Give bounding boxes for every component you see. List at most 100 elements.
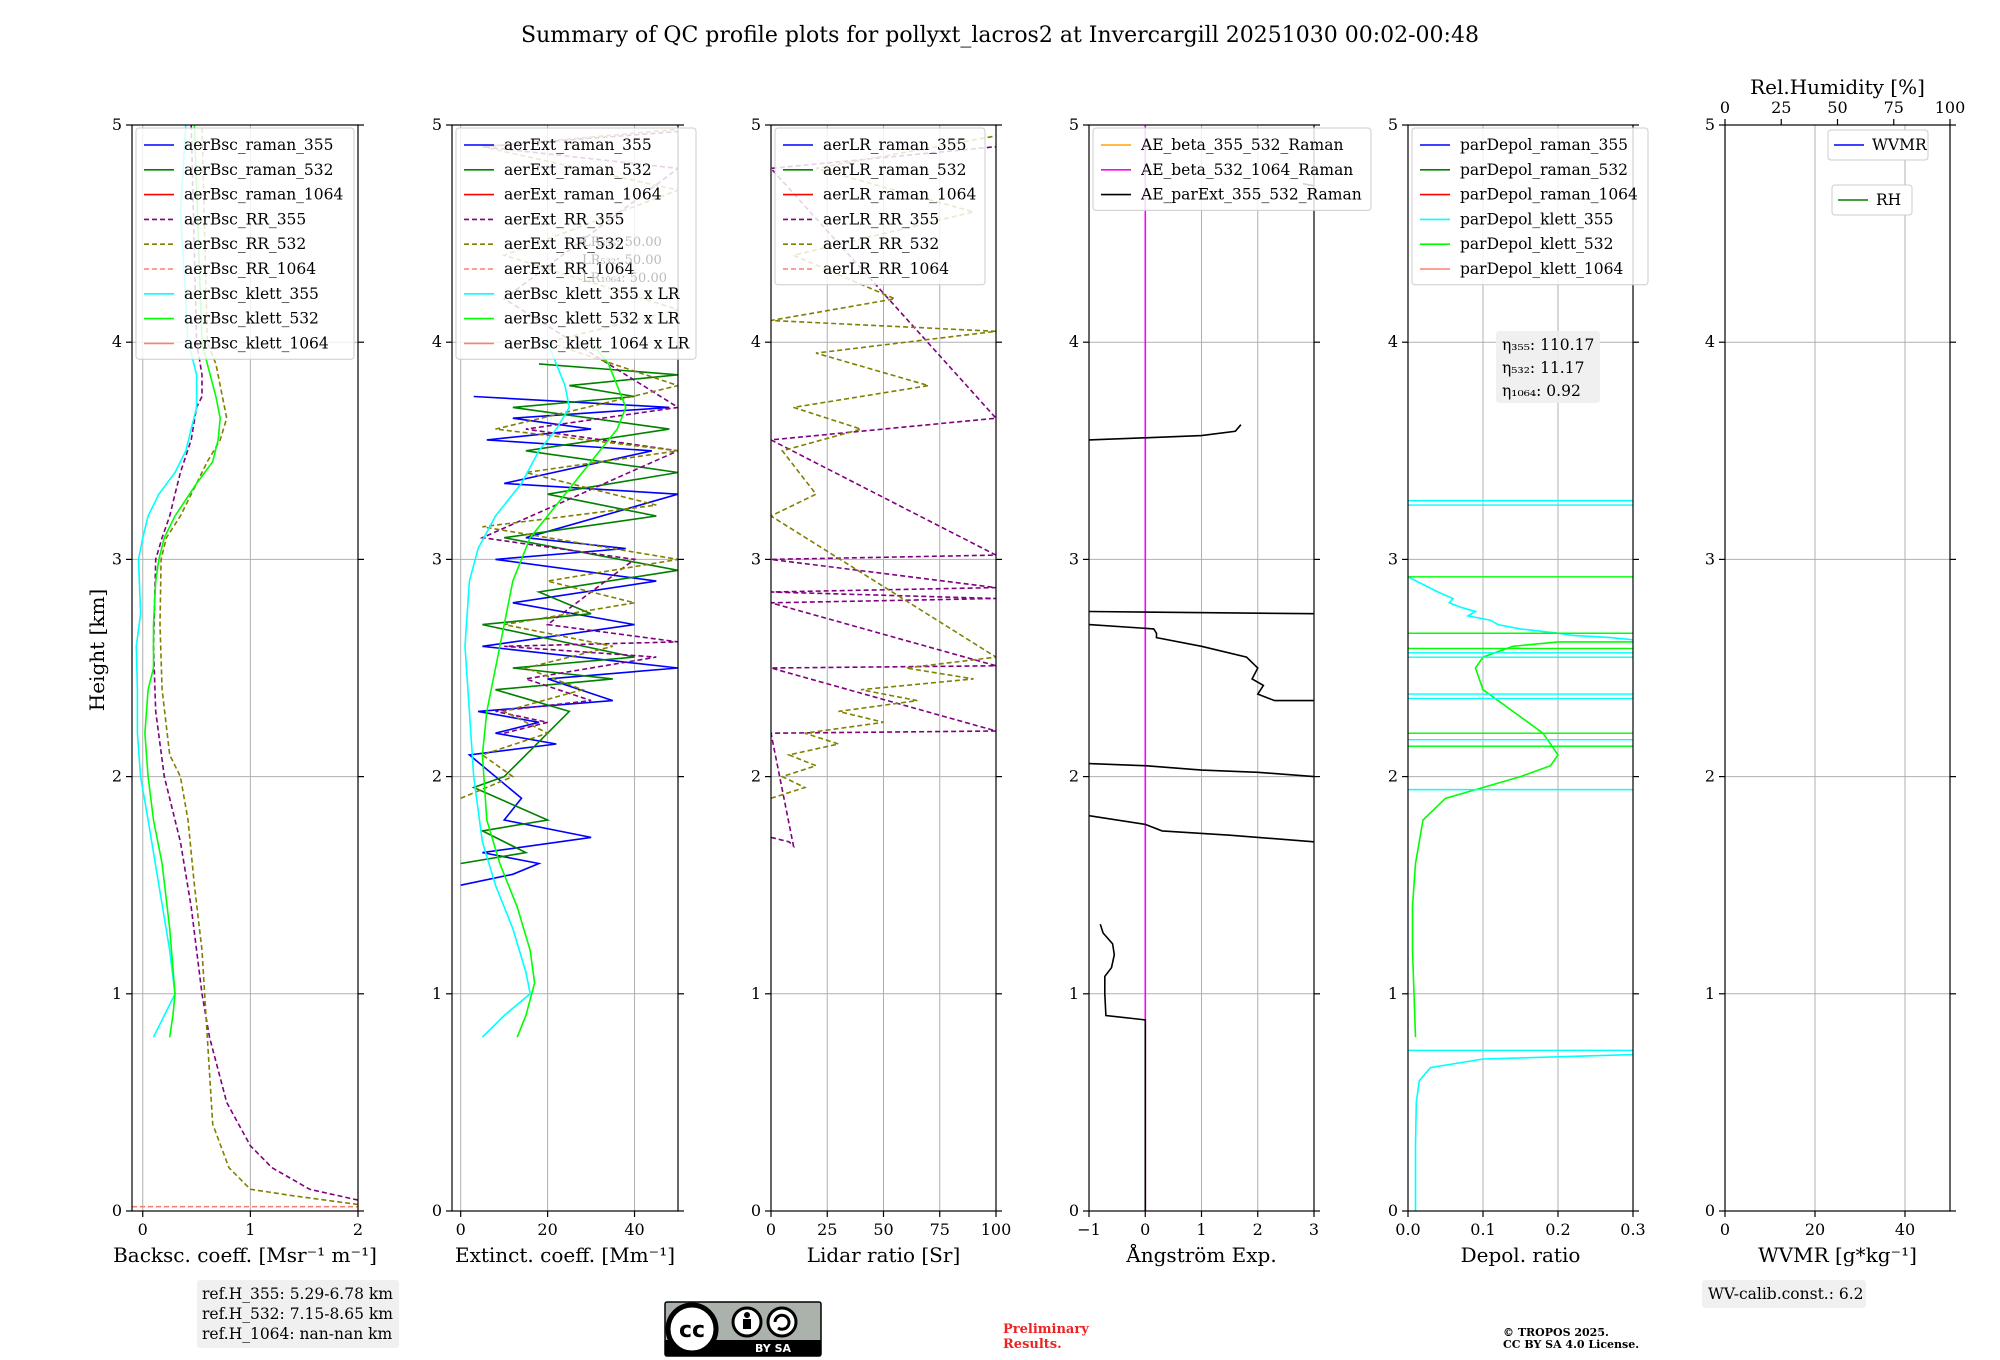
- legend-label: parDepol_raman_532: [1460, 161, 1628, 179]
- series-AE_parExt_355_532_Raman: [1089, 610, 1314, 615]
- y-tick-label: 4: [112, 332, 122, 351]
- y-tick-label: 0: [751, 1201, 761, 1220]
- plot-area: [1408, 500, 1633, 1211]
- y-tick-label: 0: [1388, 1201, 1398, 1220]
- x-tick-label: 20: [537, 1220, 557, 1239]
- legend-label: aerLR_RR_1064: [823, 260, 949, 278]
- preliminary-label: Preliminary Results.: [1003, 1322, 1089, 1352]
- y-tick-label: 4: [1388, 332, 1398, 351]
- panel-3: 0 25 50 75 100 0 1 2 3 4 5 Lidar ratio [Sr] aerLR_ra…: [751, 115, 1011, 1267]
- legend-label: aerLR_raman_355: [823, 136, 966, 154]
- x-tick-label: 0.2: [1545, 1220, 1570, 1239]
- series-aerLR_RR_532: [771, 135, 996, 800]
- wv-calib-box: WV-calib.const.: 6.2: [1702, 1280, 1866, 1308]
- y-tick-label: 2: [751, 767, 761, 786]
- secondary-x-tick-label: 0: [1720, 98, 1730, 117]
- axes-frame: [1724, 124, 1951, 1212]
- legend-box: [1411, 127, 1649, 286]
- x-tick-label: 0: [138, 1220, 148, 1239]
- series-aerBsc_klett_355 x LR: [464, 341, 571, 1038]
- svg-text:Preliminary: Preliminary: [1003, 1322, 1089, 1337]
- legend-label: aerBsc_klett_1064: [184, 334, 329, 352]
- legend-label: aerBsc_RR_355: [184, 210, 306, 228]
- legend-label: aerExt_RR_1064: [504, 260, 635, 278]
- y-tick-label: 1: [432, 984, 442, 1003]
- y-tick-label: 1: [1705, 984, 1715, 1003]
- x-tick-label: 40: [624, 1220, 644, 1239]
- legend-label: aerExt_raman_532: [504, 161, 652, 179]
- cc-icon: [665, 1302, 719, 1356]
- y-tick-label: 5: [1388, 115, 1398, 134]
- legend-label: AE_parExt_355_532_Raman: [1140, 186, 1362, 204]
- series-AE_parExt_355_532_Raman: [1089, 424, 1242, 441]
- legend-box: [455, 127, 697, 360]
- y-tick-label: 3: [1705, 549, 1715, 568]
- lidar-ratio-note: LR₃₅₅: 50.00: [582, 235, 662, 250]
- y-tick-label: 3: [1069, 549, 1079, 568]
- reference-height-value: ref.H_1064: nan-nan km: [202, 1325, 393, 1343]
- y-tick-label: 4: [432, 332, 442, 351]
- x-tick-label: 3: [1309, 1220, 1319, 1239]
- legend-label: parDepol_klett_1064: [1460, 260, 1623, 278]
- y-axis-label: Height [km]: [85, 589, 109, 711]
- y-tick-label: 1: [1069, 984, 1079, 1003]
- legend-label: parDepol_raman_1064: [1460, 186, 1638, 204]
- x-tick-label: 2: [1253, 1220, 1263, 1239]
- x-tick-label: 1: [1196, 1220, 1206, 1239]
- legend: aerBsc_raman_355 aerBsc_raman_532 aerBsc_r…: [135, 127, 355, 360]
- series-AE_parExt_355_532_Raman: [1089, 762, 1314, 778]
- plot-area: [1089, 125, 1314, 1211]
- series-parDepol_klett_355_upper: [1408, 576, 1633, 641]
- legend-box: [1831, 184, 1913, 216]
- svg-text:CC BY SA 4.0 License.: CC BY SA 4.0 License.: [1503, 1338, 1639, 1351]
- series-AE_parExt_355_532_Raman: [1099, 924, 1147, 1211]
- figure-title: Summary of QC profile plots for pollyxt_…: [521, 23, 1479, 48]
- svg-text:cc: cc: [679, 1318, 705, 1343]
- axes-frame: [451, 124, 679, 1212]
- eta-value: η₁₀₆₄: 0.92: [1502, 382, 1581, 400]
- legend-label: aerBsc_klett_355: [184, 285, 319, 303]
- x-axis-label: Backsc. coeff. [Msr⁻¹ m⁻¹]: [113, 1243, 377, 1267]
- y-tick-label: 4: [751, 332, 761, 351]
- y-tick-label: 1: [1388, 984, 1398, 1003]
- series-parDepol_klett_532: [1411, 641, 1633, 1038]
- eta-value: η₃₅₅: 110.17: [1502, 336, 1594, 354]
- y-tick-label: 5: [751, 115, 761, 134]
- legend: aerLR_raman_355 aerLR_raman_532 aerLR_rama…: [774, 127, 986, 286]
- legend-label: aerLR_RR_532: [823, 235, 939, 253]
- secondary-x-tick-label: 50: [1827, 98, 1847, 117]
- legend-label: AE_beta_355_532_Raman: [1140, 136, 1343, 154]
- y-tick-label: 3: [112, 549, 122, 568]
- x-tick-label: 0: [766, 1220, 776, 1239]
- x-tick-label: 0: [456, 1220, 466, 1239]
- x-tick-label: 40: [1895, 1220, 1915, 1239]
- x-axis-label: Extinct. coeff. [Mm⁻¹]: [455, 1243, 675, 1267]
- y-tick-label: 4: [1705, 332, 1715, 351]
- x-tick-label: 0: [1720, 1220, 1730, 1239]
- legend-label: aerLR_raman_532: [823, 161, 966, 179]
- x-tick-label: 1: [245, 1220, 255, 1239]
- legend-label: parDepol_klett_532: [1460, 235, 1613, 253]
- y-tick-label: 2: [1705, 767, 1715, 786]
- x-tick-label: 25: [817, 1220, 837, 1239]
- legend: AE_beta_355_532_Raman AE_beta_532_1064_Ra…: [1092, 127, 1372, 211]
- legend-box: [135, 127, 355, 360]
- wv-calib-value: WV-calib.const.: 6.2: [1708, 1285, 1864, 1303]
- series-aerBsc_RR_532: [159, 125, 358, 1206]
- x-tick-label: 2: [353, 1220, 363, 1239]
- series-aerBsc_klett_532: [144, 125, 222, 1038]
- x-tick-label: 75: [930, 1220, 950, 1239]
- y-tick-label: 5: [112, 115, 122, 134]
- y-tick-label: 0: [1705, 1201, 1715, 1220]
- eta-value: η₅₃₂: 11.17: [1502, 359, 1584, 377]
- legend: WVMR RH: [1827, 129, 1929, 216]
- y-tick-label: 2: [112, 767, 122, 786]
- series-aerExt_raman_355: [460, 395, 678, 886]
- y-tick-label: 0: [432, 1201, 442, 1220]
- legend-box: [1092, 127, 1372, 211]
- secondary-x-tick-label: 100: [1935, 98, 1966, 117]
- panel-2: 0 20 40 0 1 2 3 4 5 Extinct. coeff. [Mm⁻¹] aerExt_…: [432, 115, 697, 1267]
- y-tick-label: 2: [1388, 767, 1398, 786]
